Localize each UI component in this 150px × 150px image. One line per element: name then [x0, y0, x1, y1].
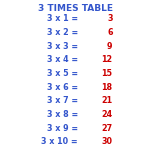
Text: 24: 24 — [101, 110, 112, 119]
Text: 3 TIMES TABLE: 3 TIMES TABLE — [38, 4, 112, 13]
Text: 3 x 9 =: 3 x 9 = — [47, 124, 78, 133]
Text: 6: 6 — [107, 28, 112, 37]
Text: 18: 18 — [101, 83, 112, 92]
Text: 12: 12 — [101, 55, 112, 64]
Text: 3 x 2 =: 3 x 2 = — [47, 28, 78, 37]
Text: 9: 9 — [107, 42, 112, 51]
Text: 3 x 4 =: 3 x 4 = — [47, 55, 78, 64]
Text: 30: 30 — [102, 137, 112, 146]
Text: 3: 3 — [107, 14, 112, 23]
Text: 21: 21 — [101, 96, 112, 105]
Text: 15: 15 — [102, 69, 112, 78]
Text: 3 x 3 =: 3 x 3 = — [47, 42, 78, 51]
Text: 3 x 10 =: 3 x 10 = — [41, 137, 78, 146]
Text: 3 x 7 =: 3 x 7 = — [47, 96, 78, 105]
Text: 27: 27 — [101, 124, 112, 133]
Text: 3 x 1 =: 3 x 1 = — [47, 14, 78, 23]
Text: 3 x 8 =: 3 x 8 = — [47, 110, 78, 119]
Text: 3 x 5 =: 3 x 5 = — [47, 69, 78, 78]
Text: 3 x 6 =: 3 x 6 = — [47, 83, 78, 92]
